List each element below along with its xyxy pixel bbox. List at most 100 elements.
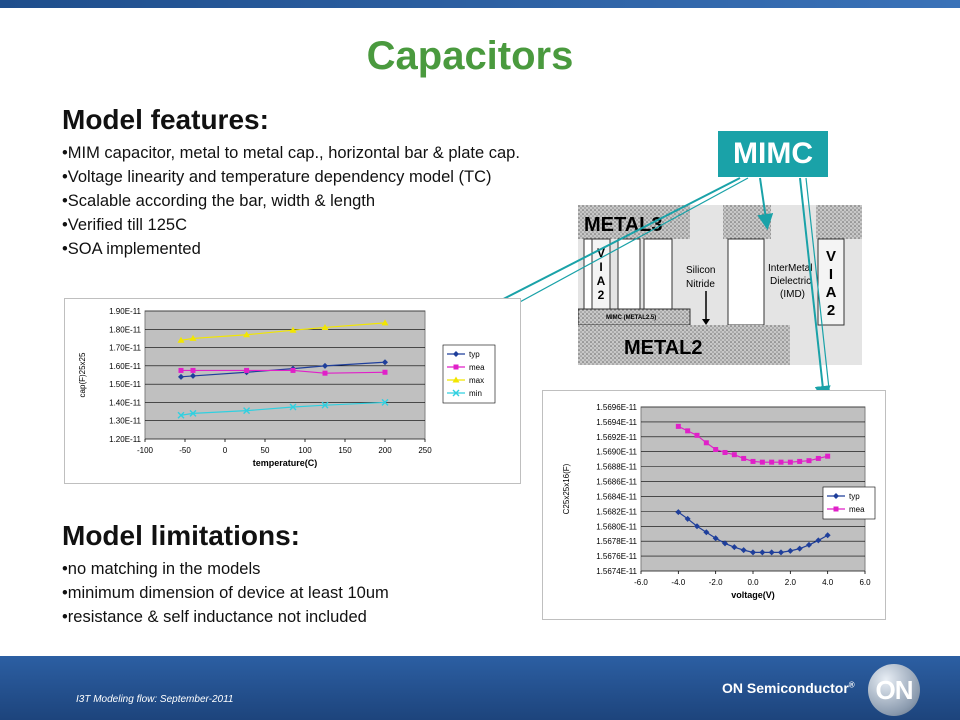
legend-box (822, 486, 876, 520)
data-point (722, 449, 728, 455)
arrow-to-temp-chart (466, 177, 741, 318)
data-point (244, 367, 250, 373)
silicon-nitride-label-1: Silicon (686, 265, 715, 276)
x-tick-label: 100 (298, 446, 312, 455)
x-tick-label: -50 (179, 446, 191, 455)
legend-label: max (469, 376, 484, 385)
data-point (759, 549, 766, 556)
y-tick-label: 1.5676E-11 (596, 552, 637, 561)
data-point (768, 549, 775, 556)
data-point (452, 389, 460, 397)
x-axis-label: temperature(C) (253, 458, 318, 468)
y-tick-label: 1.5678E-11 (596, 537, 637, 546)
temperature-chart-svg: 1.20E-11 1.30E-11 1.40E-11 1.50E-11 1.60E-11… (78, 307, 496, 468)
limitation-item: •minimum dimension of device at least 10… (62, 584, 389, 602)
limitation-item: •resistance & self inductance not includ… (62, 608, 367, 626)
via-letter: I (599, 260, 602, 274)
data-point (381, 319, 389, 326)
arrow-shadow (493, 177, 749, 317)
feature-item: •Scalable according the bar, width & len… (62, 192, 376, 210)
data-point (806, 541, 812, 548)
plot-area (144, 310, 426, 440)
data-point (787, 547, 794, 554)
silicon-nitride-label-2: Nitride (686, 279, 715, 290)
data-point (778, 549, 784, 556)
via-letter: V (597, 246, 605, 260)
feature-item: •SOA implemented (62, 240, 201, 258)
data-point (177, 336, 185, 343)
data-point (178, 373, 184, 380)
footer-bar (0, 656, 960, 720)
data-point (769, 459, 775, 465)
data-point (806, 458, 812, 464)
data-point (787, 459, 793, 465)
via-letter: A (597, 274, 606, 288)
data-point (824, 532, 831, 539)
limitations-list: •no matching in the models •minimum dime… (62, 557, 389, 629)
mimc-badge: MIMC (718, 131, 828, 177)
y-tick-label: 1.5690E-11 (596, 448, 637, 457)
x-tick-label: -100 (137, 446, 154, 455)
voltage-chart: 1.5674E-11 1.5676E-11 1.5678E-11 1.5680E-11… (542, 390, 886, 620)
data-point (778, 459, 784, 465)
data-point (189, 334, 197, 341)
via-letter: V (826, 248, 836, 265)
data-point (322, 370, 328, 376)
data-point (685, 428, 691, 434)
x-tick-label: -6.0 (634, 578, 648, 587)
data-point (684, 515, 691, 522)
data-point (675, 509, 682, 516)
data-point (290, 367, 296, 373)
nitride-arrowhead (702, 319, 710, 325)
on-logo-icon: ON (868, 664, 920, 716)
brand-name: ON Semiconductor® (722, 680, 855, 696)
data-point (382, 369, 388, 375)
data-point (759, 459, 765, 465)
data-point (712, 535, 719, 542)
registered-mark: ® (848, 680, 855, 690)
y-tick-label: 1.5682E-11 (596, 507, 637, 516)
data-point (190, 372, 196, 379)
data-point (825, 453, 831, 459)
legend-label: mea (469, 363, 485, 372)
data-point (815, 537, 822, 544)
y-tick-label: 1.70E-11 (109, 344, 141, 353)
feature-item: •MIM capacitor, metal to metal cap., hor… (62, 144, 520, 162)
data-point (289, 326, 297, 333)
data-point (452, 376, 460, 383)
voltage-chart-svg: 1.5674E-11 1.5676E-11 1.5678E-11 1.5680E-11… (562, 403, 876, 600)
data-point (694, 523, 700, 530)
data-point (741, 455, 747, 461)
limitation-item: •no matching in the models (62, 560, 261, 578)
data-point (750, 549, 756, 556)
via-letter: 2 (598, 288, 605, 302)
data-point (731, 544, 738, 551)
data-point (703, 440, 709, 446)
top-accent-bar (0, 0, 960, 8)
data-point (289, 403, 297, 411)
y-tick-label: 1.50E-11 (109, 380, 141, 389)
mimc-plate-label: MIMC (METAL2.5) (606, 315, 656, 321)
slide-title: Capacitors (366, 34, 574, 78)
x-tick-label: 200 (378, 446, 392, 455)
metal3-label: METAL3 (584, 214, 663, 236)
data-point (722, 540, 728, 547)
legend-label: mea (849, 505, 865, 514)
metal3-right (816, 205, 862, 239)
x-tick-label: -2.0 (709, 578, 723, 587)
data-point (694, 432, 700, 438)
data-point (833, 506, 839, 512)
series-line-min (180, 401, 386, 416)
data-point (190, 367, 196, 373)
data-point (675, 423, 681, 429)
imd-label-1: InterMetal (768, 263, 812, 274)
via-column (727, 238, 765, 326)
mimc-cross-section-diagram: METAL3 METAL2 Silicon Nitride InterMetal… (578, 205, 862, 365)
y-tick-label: 1.5688E-11 (596, 463, 637, 472)
x-tick-label: 0.0 (747, 578, 759, 587)
x-tick-label: 0 (223, 446, 228, 455)
data-point (815, 455, 821, 461)
